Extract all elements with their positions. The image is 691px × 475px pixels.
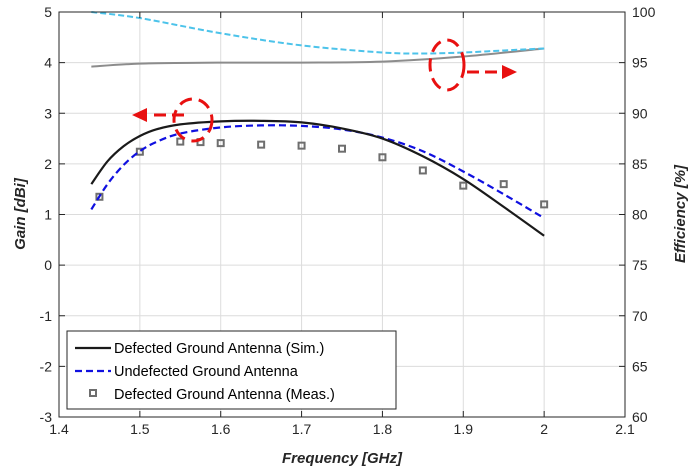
gain-annotation-ellipse (172, 97, 214, 143)
y-axis-title: Gain [dBi] (12, 177, 29, 250)
tick-labels: 1.4 1.5 1.6 1.7 1.8 1.9 2 2.1 -3 -2 -1 0 1 2 3 4 5 60 65 70… (40, 4, 656, 437)
y2-tick-label: 70 (632, 308, 648, 324)
legend-swatch-meas (89, 389, 97, 397)
meas-marker (257, 140, 266, 149)
meas-marker (135, 147, 144, 156)
x-tick-label: 2 (540, 421, 548, 437)
meas-marker (499, 180, 508, 189)
meas-marker (297, 141, 306, 150)
legend-label-undefected: Undefected Ground Antenna (114, 364, 299, 380)
meas-marker (338, 144, 346, 153)
x-axis-title: Frequency [GHz] (282, 450, 403, 467)
meas-marker (95, 192, 104, 201)
y-tick-label: 1 (44, 207, 52, 223)
legend-label-sim: Defected Ground Antenna (Sim.) (114, 341, 324, 357)
x-tick-label: 1.5 (130, 421, 150, 437)
meas-marker (540, 200, 549, 209)
x-tick-label: 1.6 (211, 421, 231, 437)
y2-tick-label: 65 (632, 358, 648, 374)
x-tick-label: 1.8 (373, 421, 393, 437)
y-tick-label: 2 (44, 156, 52, 172)
meas-marker (418, 166, 427, 175)
meas-marker (216, 139, 225, 148)
y2-tick-label: 100 (632, 4, 656, 20)
x-tick-label: 1.4 (49, 421, 69, 437)
meas-marker (176, 137, 185, 146)
legend-label-meas: Defected Ground Antenna (Meas.) (114, 387, 335, 403)
y2-tick-label: 90 (632, 105, 648, 121)
y2-tick-label: 75 (632, 257, 648, 273)
efficiency-annotation-ellipse (428, 38, 466, 92)
left-arrow-head-icon (132, 108, 147, 122)
ticks (58, 11, 626, 418)
grid (59, 12, 625, 417)
efficiency-axis-annotation (428, 38, 517, 92)
x-tick-label: 2.1 (615, 421, 635, 437)
y-tick-label: 5 (44, 4, 52, 20)
series-efficiency-undefected-line (91, 11, 545, 55)
series-sim-line (90, 119, 545, 237)
y-tick-label: 3 (44, 105, 52, 121)
y-tick-label: 4 (44, 55, 52, 71)
y2-tick-label: 95 (632, 55, 648, 71)
right-arrow-head-icon (502, 65, 517, 79)
meas-marker (378, 153, 387, 162)
meas-marker (459, 181, 468, 190)
y-tick-label: 0 (44, 257, 52, 273)
y2-tick-label: 85 (632, 156, 648, 172)
x-tick-label: 1.9 (454, 421, 474, 437)
y-tick-label: -2 (40, 358, 53, 374)
legend: Defected Ground Antenna (Sim.) Undefecte… (66, 330, 397, 410)
y2-tick-label: 80 (632, 207, 648, 223)
y-tick-label: -3 (40, 409, 53, 425)
y2-axis-title: Efficiency [%] (672, 164, 689, 263)
gain-axis-annotation (132, 97, 214, 143)
x-tick-label: 1.7 (292, 421, 312, 437)
y-tick-label: -1 (40, 308, 53, 324)
series-undefected-line (90, 124, 545, 219)
y2-tick-label: 60 (632, 409, 648, 425)
legend-box (66, 330, 397, 410)
